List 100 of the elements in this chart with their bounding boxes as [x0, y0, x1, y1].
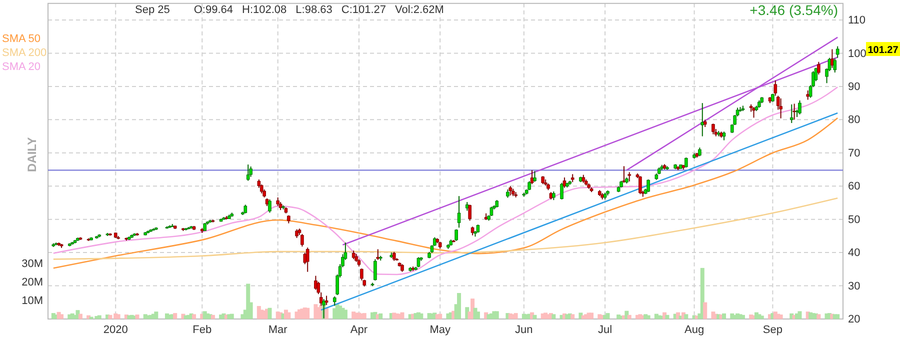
bar	[684, 314, 688, 319]
candlestick	[622, 166, 626, 184]
candlestick	[792, 103, 796, 120]
candlestick	[806, 90, 810, 100]
bar	[210, 314, 215, 319]
candlestick	[306, 247, 310, 272]
bar	[703, 302, 708, 319]
bar	[173, 313, 178, 319]
bar	[798, 311, 802, 319]
y-tick-label: 70	[848, 147, 860, 160]
bar	[419, 313, 424, 319]
bar	[552, 314, 556, 319]
annotation: L:98.63	[296, 4, 332, 16]
y-tick-label: 20	[848, 314, 860, 326]
bar	[590, 312, 594, 319]
bar	[306, 308, 310, 319]
annotation: Sep 25	[135, 4, 170, 16]
bar	[532, 314, 537, 319]
bar	[570, 314, 575, 319]
bar	[343, 310, 348, 319]
candlestick	[646, 178, 650, 193]
y2-tick-label: 30M	[22, 258, 43, 270]
text: SMA 50	[2, 33, 41, 45]
candlestick	[490, 206, 494, 217]
candlestick	[638, 176, 642, 195]
candlestick	[712, 123, 715, 135]
candlestick	[533, 170, 536, 182]
bar	[438, 314, 442, 319]
x-tick-label: Apr	[350, 324, 368, 336]
bar	[324, 308, 329, 319]
y-tick-label: 40	[848, 247, 860, 260]
candlestick	[817, 61, 820, 75]
candlestick	[374, 258, 377, 281]
y-tick-label: 60	[848, 180, 860, 193]
candlestick	[468, 204, 472, 222]
text: SMA 20	[2, 61, 41, 73]
candlestick	[779, 98, 782, 119]
bar	[740, 314, 745, 319]
candlestick	[833, 58, 837, 73]
bar	[457, 293, 462, 319]
candlestick	[314, 275, 318, 290]
bar	[494, 311, 499, 319]
candlestick	[332, 296, 336, 306]
candlestick	[836, 46, 840, 58]
x-tick-label: Jun	[515, 324, 533, 336]
annotation: C:101.27	[341, 4, 386, 16]
bar	[135, 314, 140, 319]
x-tick-label: May	[430, 324, 451, 336]
candlestick	[376, 248, 380, 260]
bar	[606, 313, 610, 319]
candlestick	[508, 186, 512, 196]
x-tick-label: Aug	[684, 324, 704, 336]
bar	[760, 316, 764, 319]
bar	[627, 314, 632, 319]
x-tick-label: Mar	[268, 324, 288, 336]
bar	[78, 314, 82, 319]
bar	[154, 312, 158, 319]
candlestick	[700, 102, 704, 137]
bar	[97, 315, 102, 319]
candlestick	[774, 80, 778, 96]
y2-tick-label: 20M	[22, 276, 43, 288]
candlestick	[684, 157, 688, 168]
annotation: O:99.64	[194, 4, 234, 16]
text: 101.27	[868, 45, 899, 56]
annotation: H:102.08	[242, 4, 287, 16]
bar	[60, 314, 64, 319]
candlestick	[790, 104, 794, 124]
x-tick-label: Jul	[598, 324, 612, 336]
text: SMA 200	[2, 47, 47, 59]
line-series	[52, 117, 838, 269]
candlestick	[798, 100, 802, 115]
candlestick	[560, 182, 564, 200]
annotation: Vol:2.62M	[395, 4, 444, 16]
bar	[646, 315, 650, 319]
y2-tick-label: 10M	[22, 294, 43, 307]
bar	[778, 314, 783, 319]
candlestick	[457, 196, 461, 228]
bar	[286, 312, 291, 319]
candlestick	[628, 172, 632, 182]
line-series	[52, 197, 838, 260]
x-tick-label: Sep	[762, 324, 782, 336]
y-tick-label: 80	[848, 114, 860, 126]
bar	[665, 314, 670, 319]
bar	[192, 314, 196, 319]
bar	[116, 314, 120, 319]
x-tick-label: 2020	[103, 324, 128, 336]
text: DAILY	[25, 137, 39, 172]
x-tick-label: Feb	[192, 324, 212, 336]
line-series	[52, 86, 838, 276]
annotation: +3.46 (3.54%)	[750, 2, 838, 18]
candlestick	[249, 166, 252, 178]
candlestick	[246, 164, 250, 182]
y-tick-label: 30	[848, 280, 860, 292]
bar	[836, 314, 840, 319]
y-tick-label: 110	[848, 14, 866, 27]
y-tick-label: 90	[848, 80, 860, 93]
bar	[816, 314, 821, 319]
y-tick-label: 100	[848, 48, 866, 60]
candlestick	[268, 198, 272, 214]
bar	[268, 308, 272, 319]
